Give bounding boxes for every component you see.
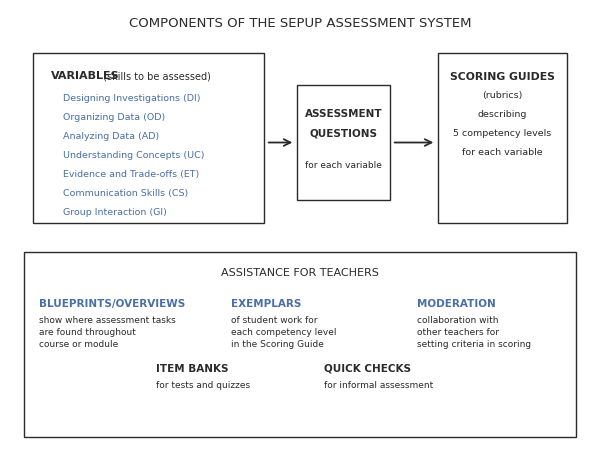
Text: ASSESSMENT: ASSESSMENT [305,109,382,119]
Text: QUESTIONS: QUESTIONS [310,128,377,138]
Text: ITEM BANKS: ITEM BANKS [156,363,229,373]
Text: COMPONENTS OF THE SEPUP ASSESSMENT SYSTEM: COMPONENTS OF THE SEPUP ASSESSMENT SYSTE… [129,17,471,30]
Text: collaboration with
other teachers for
setting criteria in scoring: collaboration with other teachers for se… [417,315,531,348]
Text: BLUEPRINTS/OVERVIEWS: BLUEPRINTS/OVERVIEWS [39,298,185,308]
Text: QUICK CHECKS: QUICK CHECKS [324,363,411,373]
Text: EXEMPLARS: EXEMPLARS [231,298,301,308]
Text: for informal assessment: for informal assessment [324,380,433,389]
Text: for each variable: for each variable [462,148,543,157]
FancyBboxPatch shape [33,54,264,223]
Text: for each variable: for each variable [305,161,382,169]
Text: Communication Skills (CS): Communication Skills (CS) [63,189,188,198]
Text: SCORING GUIDES: SCORING GUIDES [450,72,555,82]
FancyBboxPatch shape [24,253,576,437]
Text: (rubrics): (rubrics) [482,91,523,100]
FancyBboxPatch shape [297,86,390,201]
Text: (skills to be assessed): (skills to be assessed) [100,71,211,81]
Text: Group Interaction (GI): Group Interaction (GI) [63,207,167,216]
Text: Designing Investigations (DI): Designing Investigations (DI) [63,94,200,103]
Text: MODERATION: MODERATION [417,298,496,308]
Text: Understanding Concepts (UC): Understanding Concepts (UC) [63,151,205,160]
Text: of student work for
each competency level
in the Scoring Guide: of student work for each competency leve… [231,315,337,348]
Text: Analyzing Data (AD): Analyzing Data (AD) [63,132,159,141]
Text: show where assessment tasks
are found throughout
course or module: show where assessment tasks are found th… [39,315,176,348]
Text: Evidence and Trade-offs (ET): Evidence and Trade-offs (ET) [63,170,199,179]
Text: 5 competency levels: 5 competency levels [454,129,551,138]
FancyBboxPatch shape [438,54,567,223]
Text: VARIABLES: VARIABLES [51,71,119,81]
Text: describing: describing [478,110,527,119]
Text: for tests and quizzes: for tests and quizzes [156,380,250,389]
Text: ASSISTANCE FOR TEACHERS: ASSISTANCE FOR TEACHERS [221,267,379,277]
Text: Organizing Data (OD): Organizing Data (OD) [63,113,165,122]
